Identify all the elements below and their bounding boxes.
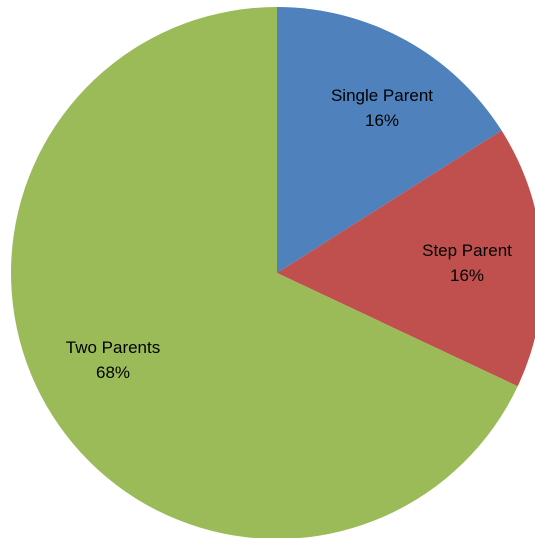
pie-slices — [11, 7, 535, 538]
slice-category-label: Step Parent — [422, 241, 512, 260]
slice-percent-label: 68% — [96, 363, 130, 382]
slice-label-single-parent: Single Parent 16% — [331, 86, 433, 130]
pie-slice-two-parents — [11, 7, 518, 538]
slice-label-step-parent: Step Parent 16% — [422, 241, 512, 285]
slice-category-label: Single Parent — [331, 86, 433, 105]
slice-category-label: Two Parents — [66, 338, 161, 357]
slice-percent-label: 16% — [365, 111, 399, 130]
pie-slice-step-parent — [277, 130, 535, 387]
pie-labels: Single Parent 16% Step Parent 16% Two Parent… — [66, 86, 512, 382]
slice-label-two-parents: Two Parents 68% — [66, 338, 161, 382]
slice-percent-label: 16% — [450, 266, 484, 285]
pie-slice-single-parent — [277, 7, 502, 273]
